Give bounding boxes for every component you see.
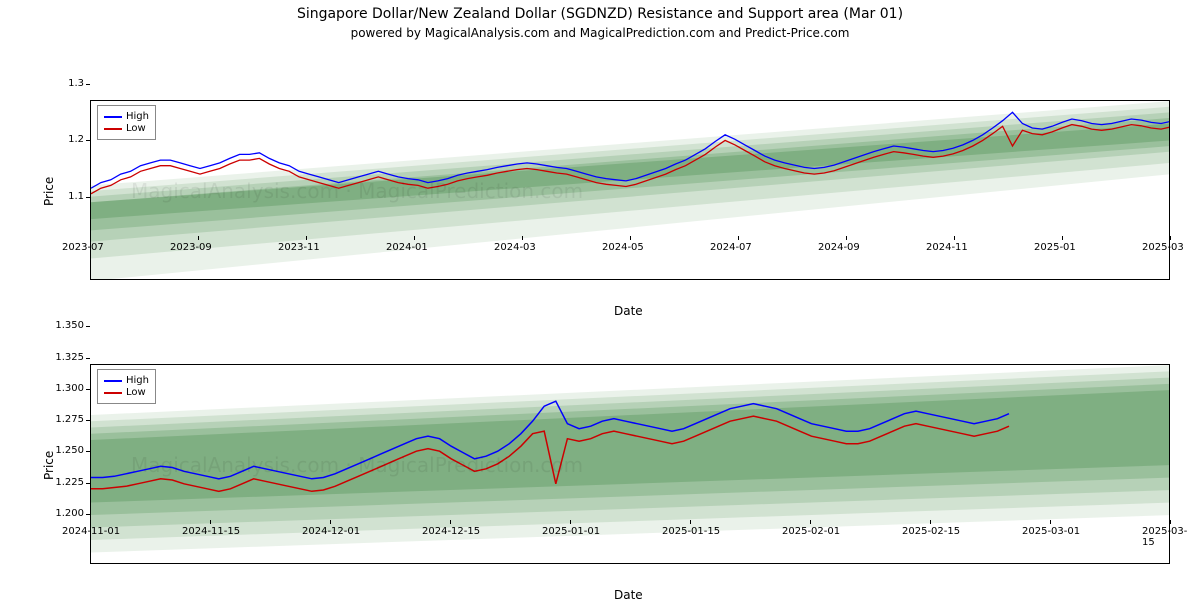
x-tick-label: 2023-09 <box>170 242 212 253</box>
x-tick-label: 2024-03 <box>494 242 536 253</box>
x-tick-label: 2025-02-15 <box>902 526 960 537</box>
x-tick-label: 2025-01 <box>1034 242 1076 253</box>
x-tick-label: 2024-05 <box>602 242 644 253</box>
y-tick-label: 1.2 <box>68 134 84 145</box>
x-tick-label: 2025-02-01 <box>782 526 840 537</box>
x-tick-label: 2024-01 <box>386 242 428 253</box>
y-tick-label: 1.3 <box>68 78 84 89</box>
x-tick-label: 2024-12-15 <box>422 526 480 537</box>
x-tick-label: 2024-11-01 <box>62 526 120 537</box>
x-tick-label: 2024-12-01 <box>302 526 360 537</box>
legend-swatch-high <box>104 380 122 382</box>
y-axis-label: Price <box>42 177 56 206</box>
y-tick-label: 1.250 <box>55 445 84 456</box>
x-tick-label: 2024-09 <box>818 242 860 253</box>
x-tick-label: 2024-07 <box>710 242 752 253</box>
y-tick-label: 1.350 <box>55 320 84 331</box>
legend: High Low <box>97 105 156 140</box>
x-tick-label: 2025-03-01 <box>1022 526 1080 537</box>
x-tick-label: 2024-11 <box>926 242 968 253</box>
y-tick-label: 1.300 <box>55 383 84 394</box>
y-tick-label: 1.325 <box>55 352 84 363</box>
y-tick-label: 1.1 <box>68 191 84 202</box>
y-axis-label: Price <box>42 451 56 480</box>
legend-label-high: High <box>126 375 149 386</box>
legend-swatch-low <box>104 392 122 394</box>
x-tick-label: 2023-07 <box>62 242 104 253</box>
y-tick-label: 1.275 <box>55 414 84 425</box>
x-tick-label: 2025-03 <box>1142 242 1184 253</box>
bottom-plot-area: MagicalAnalysis.com · MagicalPrediction.… <box>90 364 1170 564</box>
x-tick-label: 2023-11 <box>278 242 320 253</box>
chart-subtitle: powered by MagicalAnalysis.com and Magic… <box>0 22 1200 44</box>
chart-title: Singapore Dollar/New Zealand Dollar (SGD… <box>0 0 1200 22</box>
legend-label-low: Low <box>126 123 146 134</box>
legend-label-low: Low <box>126 387 146 398</box>
x-tick-label: 2024-11-15 <box>182 526 240 537</box>
legend-label-high: High <box>126 111 149 122</box>
x-tick-label: 2025-01-01 <box>542 526 600 537</box>
top-chart-svg <box>91 101 1170 280</box>
x-axis-label: Date <box>614 304 643 318</box>
legend-swatch-high <box>104 116 122 118</box>
x-tick-label: 2025-01-15 <box>662 526 720 537</box>
x-tick-label: 2025-03-15 <box>1142 526 1200 548</box>
legend: High Low <box>97 369 156 404</box>
y-tick-label: 1.200 <box>55 508 84 519</box>
legend-swatch-low <box>104 128 122 130</box>
y-tick-label: 1.225 <box>55 477 84 488</box>
bottom-chart-svg <box>91 365 1170 564</box>
top-plot-area: MagicalAnalysis.com · MagicalPrediction.… <box>90 100 1170 280</box>
